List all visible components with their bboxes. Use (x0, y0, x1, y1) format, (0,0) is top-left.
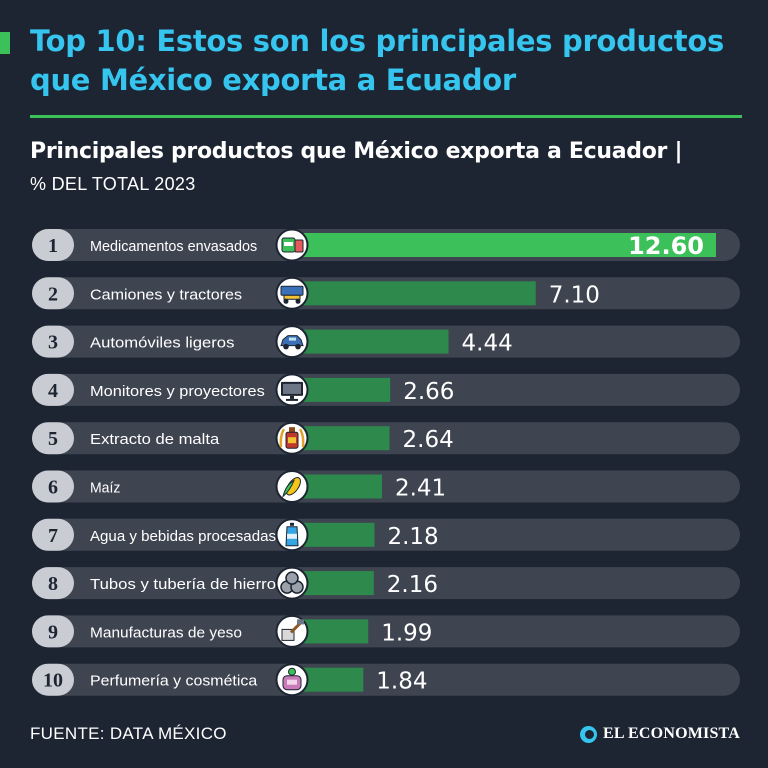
chart-unit-label: % DEL TOTAL 2023 (30, 174, 196, 194)
value-label: 2.16 (387, 572, 438, 598)
row-track (32, 663, 740, 696)
source-note: FUENTE: DATA MÉXICO (30, 724, 227, 743)
rank-badge (32, 663, 74, 696)
category-label: Perfumería y cosmética (90, 673, 258, 690)
bar (303, 426, 390, 451)
rank-badge (32, 277, 74, 310)
category-label: Camiones y tractores (90, 286, 242, 303)
rank-label: 6 (48, 477, 58, 499)
brand-name: EL ECONOMISTA (603, 725, 740, 742)
rank-label: 1 (48, 235, 58, 257)
category-label: Extracto de malta (90, 431, 220, 448)
bar (303, 233, 716, 257)
rank-label: 4 (48, 380, 58, 402)
category-label: Automóviles ligeros (90, 335, 234, 352)
value-label: 12.60 (628, 232, 704, 260)
pipes-icon (280, 571, 304, 594)
row-track (32, 567, 740, 600)
category-label: Manufacturas de yeso (90, 624, 242, 641)
value-label: 2.41 (395, 476, 446, 502)
category-label: Tubos y tubería de hierro (90, 576, 276, 593)
bar (303, 377, 391, 402)
brand-icon (580, 725, 597, 743)
rank-label: 5 (48, 428, 58, 450)
rank-badge (32, 470, 74, 503)
bar (303, 571, 374, 596)
rank-badge (32, 422, 74, 455)
value-label: 1.99 (381, 620, 432, 646)
bar (303, 474, 382, 499)
value-label: 1.84 (376, 669, 427, 695)
value-label: 2.18 (387, 524, 438, 550)
headline-rule (30, 115, 742, 118)
rank-label: 2 (48, 283, 58, 305)
car-icon (280, 335, 304, 350)
rank-label: 7 (48, 525, 58, 547)
perfume-icon (282, 667, 302, 691)
rank-label: 10 (43, 670, 63, 692)
rank-badge (32, 229, 74, 261)
bar (303, 667, 364, 692)
truck-icon (280, 285, 304, 304)
plaster-icon (281, 619, 304, 641)
row-track (32, 518, 740, 551)
accent-bar (0, 32, 10, 54)
rank-badge (32, 518, 74, 551)
chart-subtitle: Principales productos que México exporta… (30, 139, 683, 164)
category-label: Maíz (90, 480, 120, 497)
category-label: Medicamentos envasados (90, 238, 257, 255)
rank-label: 9 (48, 621, 58, 643)
value-label: 4.44 (462, 331, 513, 357)
malt-extract-icon (279, 427, 305, 449)
medicine-icon (281, 237, 304, 253)
bar (303, 329, 449, 354)
corn-icon (282, 477, 301, 498)
value-label: 7.10 (549, 282, 600, 308)
category-label: Monitores y proyectores (90, 383, 265, 400)
row-track (32, 615, 740, 648)
category-label: Agua y bebidas procesadas (90, 528, 276, 545)
rank-label: 8 (48, 573, 58, 595)
rank-label: 3 (48, 332, 58, 354)
monitor-icon (281, 381, 303, 401)
rank-badge (32, 325, 74, 358)
row-track (32, 470, 740, 503)
water-bottle-icon (285, 522, 299, 547)
rank-badge (32, 567, 74, 600)
bar (303, 522, 375, 547)
headline: Top 10: Estos son los principales produc… (30, 24, 724, 97)
rank-badge (32, 615, 74, 648)
brand-logo: EL ECONOMISTA (580, 723, 740, 745)
bar (303, 619, 369, 644)
bar (303, 281, 536, 306)
rank-badge (32, 373, 74, 406)
value-label: 2.64 (403, 427, 454, 453)
value-label: 2.66 (403, 379, 454, 405)
